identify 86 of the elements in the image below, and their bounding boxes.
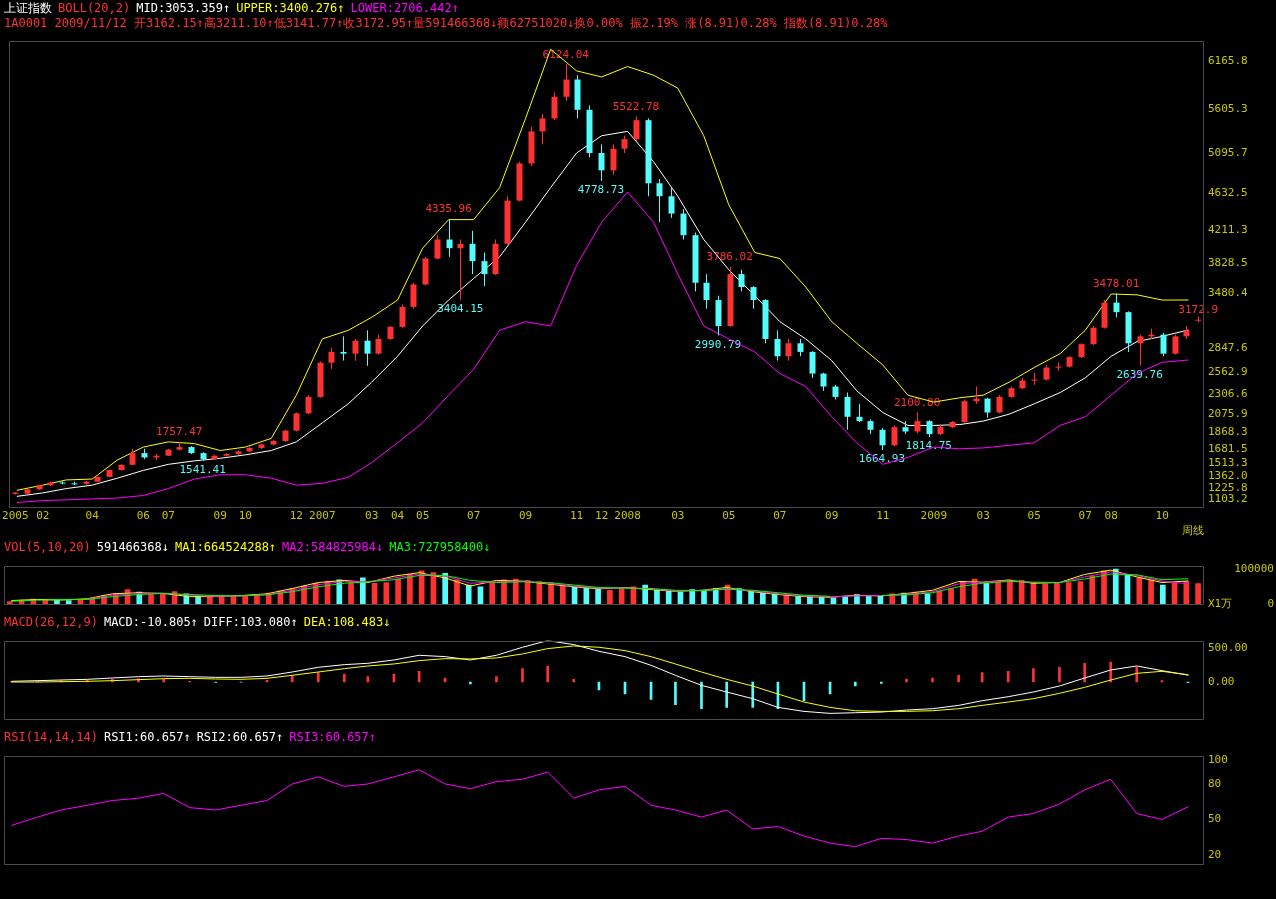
text: 591466368↓: [96, 540, 169, 554]
annotation: 5522.78: [612, 99, 660, 113]
annotation: 1541.41: [179, 463, 226, 477]
y-tick-label: 1103.2: [1208, 491, 1248, 505]
y-tick-label: 6165.8: [1208, 53, 1248, 67]
x-tick-label: 11: [569, 509, 584, 523]
y-tick-label: 2075.9: [1208, 407, 1248, 421]
x-tick-label: 03: [976, 509, 990, 523]
x-tick-label: 03: [365, 509, 379, 523]
legend-title: VOL(5,10,20): [4, 540, 91, 554]
chart-title: 上证指数: [4, 1, 52, 15]
annotation: 1814.75: [905, 439, 952, 453]
y-tick-label: 20: [1208, 847, 1222, 861]
text: RSI1:60.657↑: [103, 730, 191, 744]
annotation: 3786.02: [706, 250, 753, 264]
chart-subtitle: 1A0001 2009/11/12 开3162.15↑高3211.10↑低3141.77↑收3172.95↑量591466368↓额62751020↓换0.00% 振2.19% 涨(8.91)0.28% 指数(8.91)0.28%: [4, 16, 888, 30]
x-tick-label: 07: [161, 509, 175, 523]
x-tick-label: 2009: [920, 509, 948, 523]
y-tick-label: 0: [1267, 597, 1274, 611]
y-tick-label: 1513.3: [1208, 456, 1248, 470]
annotation: 2990.79: [694, 337, 742, 351]
x-tick-label: 12: [595, 509, 609, 523]
y-tick-label: 4211.3: [1208, 222, 1248, 236]
y-tick-label: 0.00: [1208, 674, 1235, 688]
y-axis-title: X1万: [1208, 597, 1233, 611]
annotation: 3172.9: [1178, 303, 1219, 317]
y-tick-label: 2306.6: [1208, 387, 1248, 401]
x-tick-label: 05: [1027, 509, 1041, 523]
x-tick-label: 07: [773, 509, 787, 523]
x-tick-label: 06: [136, 509, 150, 523]
text: RSI2:60.657↑: [196, 730, 284, 744]
text: MA3:727958400↓: [389, 540, 491, 554]
y-tick-label: 500.00: [1208, 641, 1248, 655]
y-tick-label: 5605.3: [1208, 102, 1248, 116]
text: DIFF:103.080↑: [203, 615, 298, 629]
x-tick-label: 02: [36, 509, 50, 523]
y-tick-label: 4632.5: [1208, 186, 1248, 200]
x-tick-label: 04: [85, 509, 100, 523]
x-tick-label: 10: [1155, 509, 1169, 523]
text: MA1:664524288↑: [174, 540, 277, 554]
x-tick-label: 12: [289, 509, 303, 523]
y-tick-label: 100000: [1234, 561, 1274, 575]
x-tick-label: 09: [213, 509, 227, 523]
text: MA2:584825984↓: [282, 540, 384, 554]
x-tick-label: 07: [1078, 509, 1092, 523]
annotation: 3404.15: [437, 302, 484, 316]
legend-title: BOLL(20,2): [58, 1, 131, 15]
text: RSI3:60.657↑: [289, 730, 377, 744]
text: LOWER:2706.442↑: [350, 1, 459, 15]
annotation: 4335.96: [425, 202, 472, 216]
x-tick-label: 03: [671, 509, 685, 523]
y-tick-label: 1362.0: [1208, 469, 1248, 483]
y-tick-label: 1868.3: [1208, 425, 1248, 439]
x-tick-label: 05: [722, 509, 736, 523]
text: MACD:-10.805↑: [103, 615, 198, 629]
y-tick-label: 2847.6: [1208, 340, 1248, 354]
y-tick-label: 3480.4: [1208, 285, 1249, 299]
annotation: 3478.01: [1092, 276, 1140, 290]
x-tick-label: 05: [416, 509, 430, 523]
y-tick-label: 3828.5: [1208, 255, 1248, 269]
y-tick-label: 1681.5: [1208, 441, 1248, 455]
x-tick-label: 09: [825, 509, 839, 523]
y-tick-label: 100: [1208, 753, 1228, 767]
x-tick-label: 2005: [2, 509, 29, 523]
x-tick-label: 2008: [614, 509, 641, 523]
legend-title: MACD(26,12,9): [4, 615, 98, 629]
y-tick-label: 80: [1208, 776, 1222, 790]
x-tick-label: 10: [238, 509, 252, 523]
y-tick-label: 5095.7: [1208, 146, 1248, 160]
x-tick-label: 11: [876, 509, 890, 523]
annotation: 2100.80: [893, 395, 941, 409]
legend-title: RSI(14,14,14): [4, 730, 98, 744]
text: UPPER:3400.276↑: [236, 1, 345, 15]
x-tick-label: 04: [390, 509, 405, 523]
x-axis-title: 周线: [1182, 524, 1204, 538]
x-tick-label: 07: [467, 509, 481, 523]
annotation: 4778.73: [577, 183, 625, 197]
x-tick-label: 09: [518, 509, 533, 523]
y-tick-label: 2562.9: [1208, 365, 1248, 379]
annotation: 1757.47: [156, 425, 203, 439]
text: DEA:108.483↓: [303, 615, 391, 629]
y-tick-label: 1225.8: [1208, 480, 1248, 494]
y-tick-label: 50: [1208, 812, 1222, 826]
x-tick-label: 2007: [309, 509, 336, 523]
text: MID:3053.359↑: [136, 1, 231, 15]
x-tick-label: 08: [1104, 509, 1118, 523]
